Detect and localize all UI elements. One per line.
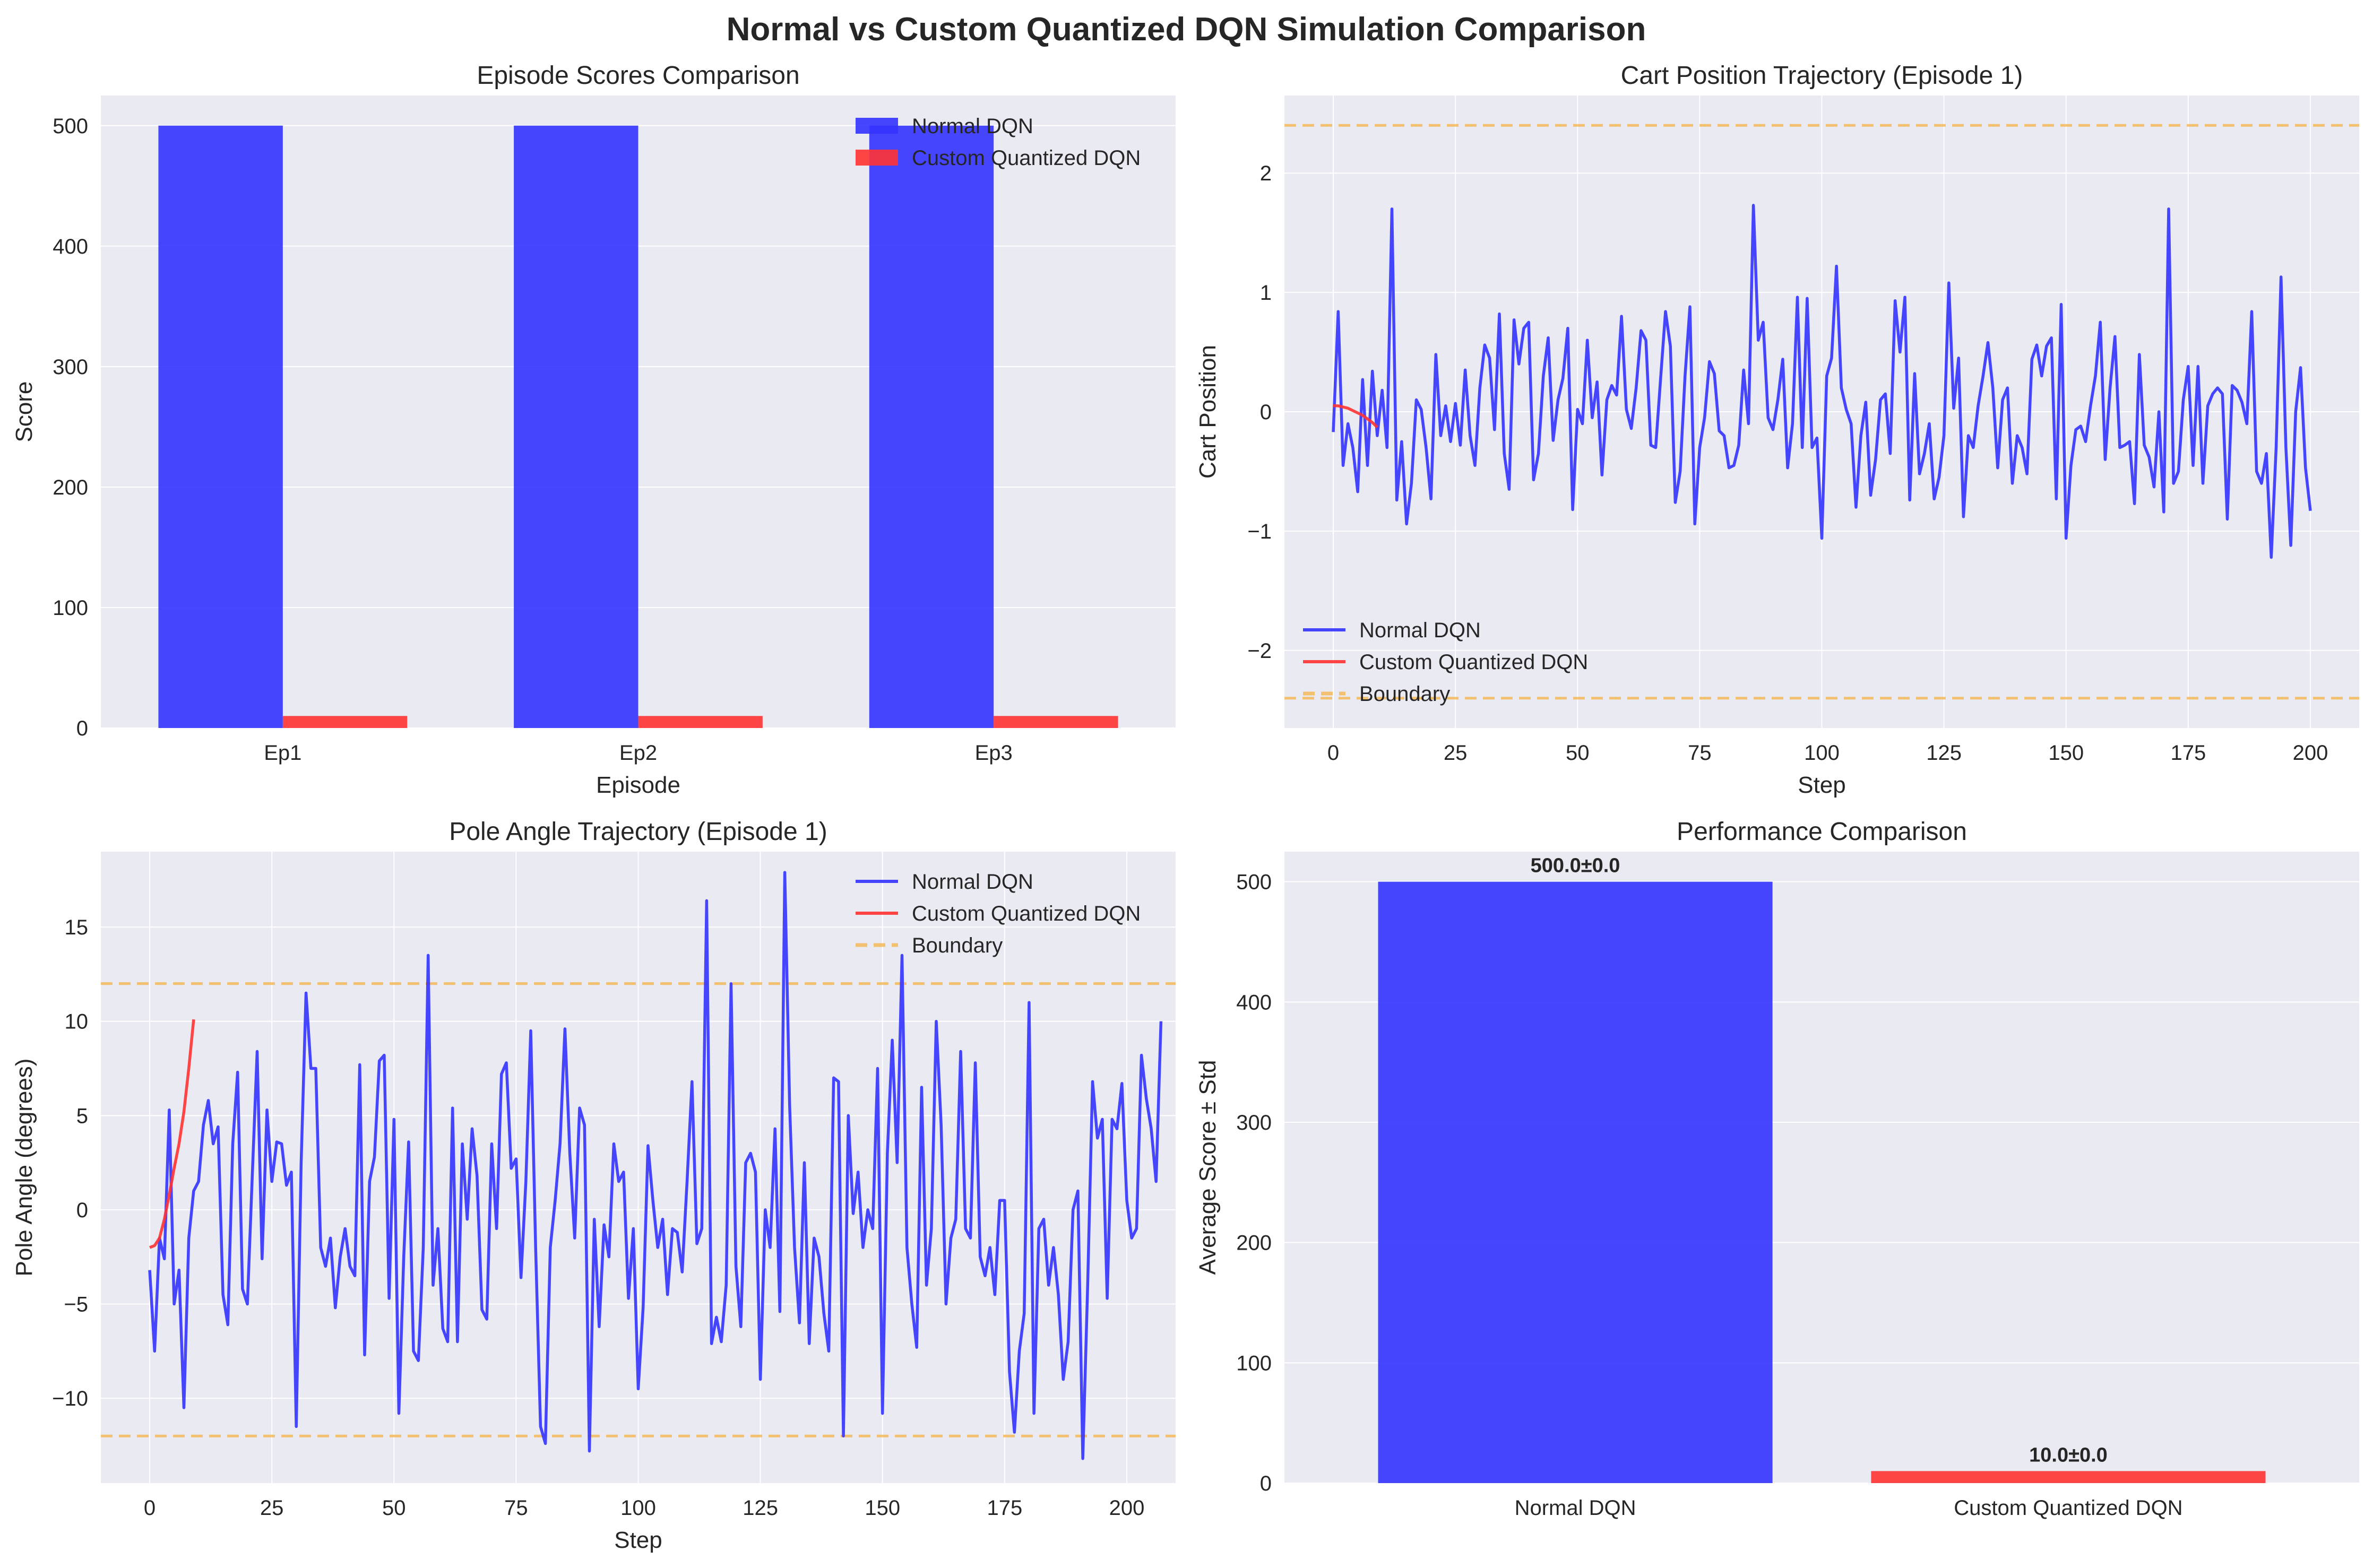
normal-dqn-line	[148, 871, 1163, 1460]
y-tick-label: 1	[1260, 281, 1272, 305]
x-tick-label: 100	[620, 1496, 656, 1520]
y-tick-label: −5	[64, 1293, 88, 1316]
y-tick-label: 2	[1260, 162, 1272, 185]
normal-dqn-line	[1332, 204, 2312, 559]
data-label: 500.0±0.0	[1531, 855, 1620, 877]
y-axis-label: Score	[11, 382, 37, 443]
x-tick-label: Custom Quantized DQN	[1954, 1496, 2182, 1520]
custom-dqn-line	[149, 1019, 195, 1249]
x-tick-label: 50	[382, 1496, 406, 1520]
y-tick-label: 200	[1236, 1232, 1272, 1255]
y-tick-label: 400	[1236, 991, 1272, 1014]
bar	[158, 125, 283, 728]
y-tick-label: 0	[1260, 1472, 1272, 1495]
y-tick-label: −10	[52, 1387, 88, 1410]
y-tick-label: 0	[76, 717, 88, 740]
panel-title: Cart Position Trajectory (Episode 1)	[1621, 62, 2023, 90]
y-tick-label: 100	[53, 596, 88, 620]
y-axis-label: Cart Position	[1195, 345, 1221, 479]
legend-label: Normal DQN	[912, 870, 1033, 894]
x-tick-label: 0	[1327, 741, 1339, 765]
legend-label: Normal DQN	[1359, 619, 1481, 642]
cart-position-chart: −2 −1 0 1 2 0 25 50 75 100 125 150 175 200 Cart Positi…	[1195, 62, 2359, 798]
x-tick-label: 0	[144, 1496, 156, 1520]
y-tick-label: 500	[1236, 871, 1272, 894]
x-tick-label: 200	[2293, 741, 2328, 765]
panel-title: Performance Comparison	[1677, 818, 1967, 846]
x-tick-label: 100	[1804, 741, 1840, 765]
legend-label: Custom Quantized DQN	[1359, 651, 1588, 674]
bar	[994, 716, 1118, 728]
y-tick-label: 400	[53, 235, 88, 258]
legend-label: Custom Quantized DQN	[912, 902, 1141, 925]
x-tick-label: Ep2	[619, 741, 657, 765]
x-tick-label: 25	[1444, 741, 1468, 765]
legend-label: Custom Quantized DQN	[912, 146, 1141, 170]
y-tick-label: 300	[53, 356, 88, 379]
x-axis-label: Step	[1798, 772, 1846, 798]
x-tick-label: 175	[987, 1496, 1022, 1520]
bar	[514, 125, 638, 728]
x-tick-label: Ep1	[264, 741, 301, 765]
y-axis-label: Average Score ± Std	[1195, 1060, 1221, 1275]
legend-label: Normal DQN	[912, 115, 1033, 138]
panel-title: Episode Scores Comparison	[477, 62, 799, 90]
x-tick-label: Ep3	[975, 741, 1013, 765]
y-tick-label: 0	[76, 1199, 88, 1222]
bar	[869, 125, 994, 728]
bar	[1378, 881, 1773, 1483]
y-tick-label: 100	[1236, 1352, 1272, 1375]
x-tick-label: 50	[1566, 741, 1590, 765]
y-tick-label: 0	[1260, 401, 1272, 424]
x-tick-label: 150	[2048, 741, 2084, 765]
figure-title: Normal vs Custom Quantized DQN Simulatio…	[727, 11, 1646, 48]
bar	[282, 716, 408, 728]
bar	[638, 716, 763, 728]
legend-swatch	[856, 150, 898, 166]
bar	[1871, 1471, 2266, 1483]
x-tick-label: Normal DQN	[1515, 1496, 1636, 1520]
y-tick-label: −2	[1247, 639, 1272, 663]
performance-comparison-chart: 0 100 200 300 400 500 Performance Comparison Av…	[1195, 818, 2359, 1520]
y-tick-label: 500	[53, 115, 88, 138]
y-axis-label: Pole Angle (degrees)	[11, 1059, 37, 1277]
custom-dqn-line	[1333, 404, 1378, 429]
x-tick-label: 25	[260, 1496, 284, 1520]
x-tick-label: 125	[1926, 741, 1962, 765]
y-tick-label: 5	[76, 1104, 88, 1128]
x-tick-label: 75	[1688, 741, 1712, 765]
episode-scores-chart: 0 100 200 300 400 500 Episode Scores Compariso…	[11, 62, 1176, 798]
x-tick-label: 200	[1109, 1496, 1145, 1520]
x-tick-label: 150	[865, 1496, 900, 1520]
y-tick-label: 200	[53, 476, 88, 499]
x-tick-label: 75	[504, 1496, 528, 1520]
y-tick-label: −1	[1247, 520, 1272, 543]
x-tick-label: 125	[743, 1496, 778, 1520]
x-tick-label: 175	[2170, 741, 2206, 765]
panel-title: Pole Angle Trajectory (Episode 1)	[449, 818, 827, 846]
legend-label: Boundary	[1359, 682, 1450, 706]
legend-swatch	[856, 118, 898, 134]
x-axis-label: Episode	[596, 772, 680, 798]
x-axis-label: Step	[614, 1527, 662, 1553]
legend-label: Boundary	[912, 934, 1003, 957]
y-tick-label: 10	[65, 1010, 89, 1034]
data-label: 10.0±0.0	[2029, 1444, 2108, 1466]
y-tick-label: 300	[1236, 1111, 1272, 1134]
y-tick-label: 15	[65, 916, 89, 939]
